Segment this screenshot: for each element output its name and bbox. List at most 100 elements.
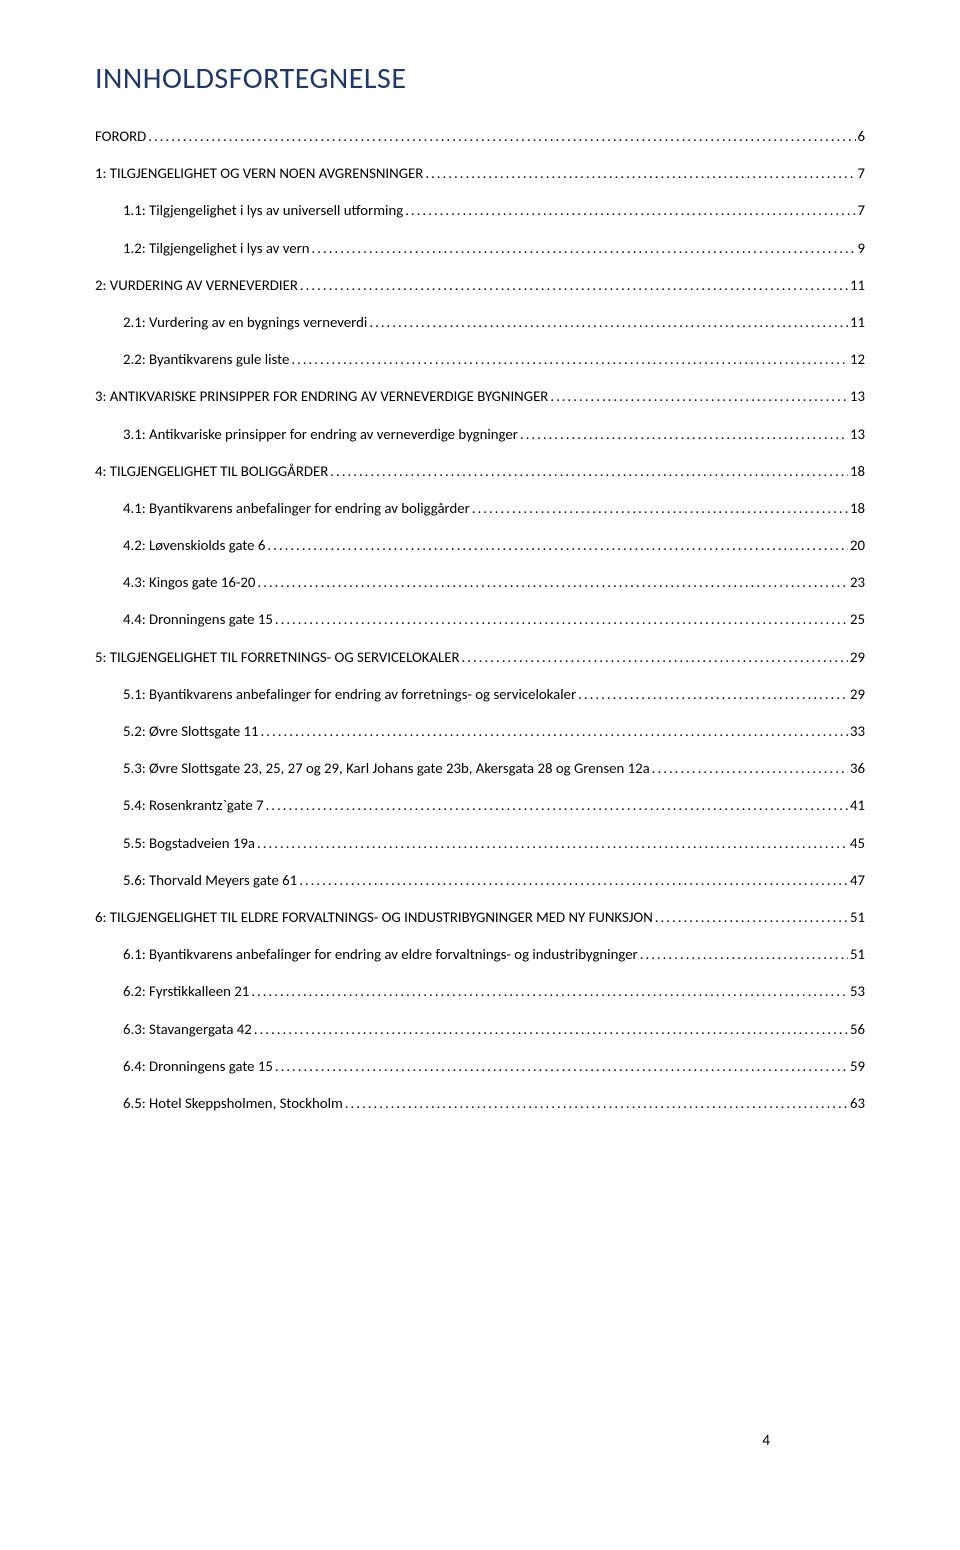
toc-entry-page: 53 <box>848 982 865 1000</box>
toc-leader-dots <box>259 722 848 740</box>
document-page: INNHOLDSFORTEGNELSE FORORD 6 1: TILGJENGE… <box>95 60 865 1500</box>
toc-entry-page: 29 <box>848 685 865 703</box>
toc-entry: 6.5: Hotel Skeppsholmen, Stockholm 63 <box>95 1094 865 1112</box>
toc-entry: 1.2: Tilgjengelighet i lys av vern 9 <box>95 239 865 257</box>
toc-entry: 5: TILGJENGELIGHET TIL FORRETNINGS- OG S… <box>95 648 865 666</box>
toc-entry-page: 18 <box>848 462 865 480</box>
toc-entry-page: 12 <box>848 350 865 368</box>
toc-entry-page: 7 <box>856 164 866 182</box>
toc-entry-label: 5: TILGJENGELIGHET TIL FORRETNINGS- OG S… <box>95 648 460 666</box>
toc-entry-page: 51 <box>848 908 865 926</box>
toc-entry: 4.2: Løvenskiolds gate 6 20 <box>95 536 865 554</box>
toc-leader-dots <box>289 350 848 368</box>
toc-leader-dots <box>273 610 848 628</box>
toc-entry-label: 1.2: Tilgjengelighet i lys av vern <box>123 239 310 257</box>
toc-entry-page: 13 <box>848 387 865 405</box>
toc-entry-label: 5.6: Thorvald Meyers gate 61 <box>123 871 297 889</box>
toc-entry-label: 4: TILGJENGELIGHET TIL BOLIGGÅRDER <box>95 462 328 480</box>
toc-entry-page: 59 <box>848 1057 865 1075</box>
toc-leader-dots <box>255 834 848 852</box>
toc-leader-dots <box>328 462 848 480</box>
toc-entry-page: 51 <box>848 945 865 963</box>
toc-leader-dots <box>470 499 848 517</box>
toc-entry-page: 47 <box>848 871 865 889</box>
toc-entry: 1: TILGJENGELIGHET OG VERN NOEN AVGRENSN… <box>95 164 865 182</box>
toc-entry-label: 1.1: Tilgjengelighet i lys av universell… <box>123 201 403 219</box>
toc-entry-label: 6.3: Stavangergata 42 <box>123 1020 252 1038</box>
toc-leader-dots <box>403 201 855 219</box>
toc-entry-page: 41 <box>848 796 865 814</box>
toc-entry-label: 5.4: Rosenkrantz`gate 7 <box>123 796 264 814</box>
table-of-contents: FORORD 6 1: TILGJENGELIGHET OG VERN NOEN … <box>95 127 865 1112</box>
toc-entry-label: 4.3: Kingos gate 16-20 <box>123 573 255 591</box>
toc-entry-page: 18 <box>848 499 865 517</box>
toc-leader-dots <box>423 164 855 182</box>
toc-entry-label: 3.1: Antikvariske prinsipper for endring… <box>123 425 518 443</box>
toc-entry-label: 3: ANTIKVARISKE PRINSIPPER FOR ENDRING A… <box>95 387 548 405</box>
toc-entry: 4.4: Dronningens gate 15 25 <box>95 610 865 628</box>
toc-entry: 4: TILGJENGELIGHET TIL BOLIGGÅRDER 18 <box>95 462 865 480</box>
toc-entry: 4.1: Byantikvarens anbefalinger for endr… <box>95 499 865 517</box>
toc-entry-page: 13 <box>848 425 865 443</box>
toc-entry-page: 25 <box>848 610 865 628</box>
toc-entry: 5.4: Rosenkrantz`gate 7 41 <box>95 796 865 814</box>
toc-entry-label: 6: TILGJENGELIGHET TIL ELDRE FORVALTNING… <box>95 908 653 926</box>
toc-entry-page: 36 <box>848 759 865 777</box>
toc-entry: 2: VURDERING AV VERNEVERDIER 11 <box>95 276 865 294</box>
toc-entry-label: 2: VURDERING AV VERNEVERDIER <box>95 276 298 294</box>
toc-entry: 5.3: Øvre Slottsgate 23, 25, 27 og 29, K… <box>95 759 865 777</box>
toc-leader-dots <box>518 425 848 443</box>
toc-leader-dots <box>576 685 848 703</box>
toc-entry: 6.3: Stavangergata 42 56 <box>95 1020 865 1038</box>
toc-leader-dots <box>265 536 848 554</box>
toc-entry-page: 11 <box>848 313 865 331</box>
toc-leader-dots <box>264 796 848 814</box>
toc-entry-label: 1: TILGJENGELIGHET OG VERN NOEN AVGRENSN… <box>95 164 423 182</box>
toc-entry-page: 45 <box>848 834 865 852</box>
toc-entry-page: 6 <box>856 127 866 145</box>
toc-entry-page: 9 <box>856 239 866 257</box>
toc-entry-label: 5.5: Bogstadveien 19a <box>123 834 255 852</box>
toc-entry-page: 20 <box>848 536 865 554</box>
toc-leader-dots <box>297 871 848 889</box>
toc-entry: 6.1: Byantikvarens anbefalinger for endr… <box>95 945 865 963</box>
toc-entry-label: 5.3: Øvre Slottsgate 23, 25, 27 og 29, K… <box>123 759 650 777</box>
toc-entry: 1.1: Tilgjengelighet i lys av universell… <box>95 201 865 219</box>
toc-entry-label: 4.4: Dronningens gate 15 <box>123 610 273 628</box>
toc-entry-label: FORORD <box>95 127 146 145</box>
toc-leader-dots <box>273 1057 848 1075</box>
toc-entry: 5.6: Thorvald Meyers gate 61 47 <box>95 871 865 889</box>
toc-entry-page: 7 <box>856 201 866 219</box>
toc-entry: FORORD 6 <box>95 127 865 145</box>
toc-entry-page: 63 <box>848 1094 865 1112</box>
toc-entry-page: 23 <box>848 573 865 591</box>
toc-entry: 5.5: Bogstadveien 19a 45 <box>95 834 865 852</box>
toc-entry: 5.1: Byantikvarens anbefalinger for endr… <box>95 685 865 703</box>
toc-entry-page: 11 <box>848 276 865 294</box>
toc-entry-label: 2.2: Byantikvarens gule liste <box>123 350 289 368</box>
toc-entry-label: 6.2: Fyrstikkalleen 21 <box>123 982 249 1000</box>
toc-entry-label: 6.1: Byantikvarens anbefalinger for endr… <box>123 945 638 963</box>
toc-entry-page: 29 <box>848 648 865 666</box>
page-number: 4 <box>762 1432 770 1450</box>
toc-entry: 2.2: Byantikvarens gule liste 12 <box>95 350 865 368</box>
toc-leader-dots <box>252 1020 848 1038</box>
toc-entry: 3: ANTIKVARISKE PRINSIPPER FOR ENDRING A… <box>95 387 865 405</box>
toc-entry-label: 6.5: Hotel Skeppsholmen, Stockholm <box>123 1094 343 1112</box>
toc-entry: 4.3: Kingos gate 16-20 23 <box>95 573 865 591</box>
toc-entry-label: 4.2: Løvenskiolds gate 6 <box>123 536 265 554</box>
toc-leader-dots <box>146 127 855 145</box>
toc-leader-dots <box>298 276 848 294</box>
toc-entry: 3.1: Antikvariske prinsipper for endring… <box>95 425 865 443</box>
toc-entry-page: 56 <box>848 1020 865 1038</box>
toc-entry: 6: TILGJENGELIGHET TIL ELDRE FORVALTNING… <box>95 908 865 926</box>
page-title: INNHOLDSFORTEGNELSE <box>95 60 865 97</box>
toc-entry: 2.1: Vurdering av en bygnings verneverdi… <box>95 313 865 331</box>
toc-leader-dots <box>548 387 848 405</box>
toc-leader-dots <box>310 239 856 257</box>
toc-entry: 6.2: Fyrstikkalleen 21 53 <box>95 982 865 1000</box>
toc-entry-label: 6.4: Dronningens gate 15 <box>123 1057 273 1075</box>
toc-leader-dots <box>653 908 848 926</box>
toc-entry-page: 33 <box>848 722 865 740</box>
toc-leader-dots <box>249 982 848 1000</box>
